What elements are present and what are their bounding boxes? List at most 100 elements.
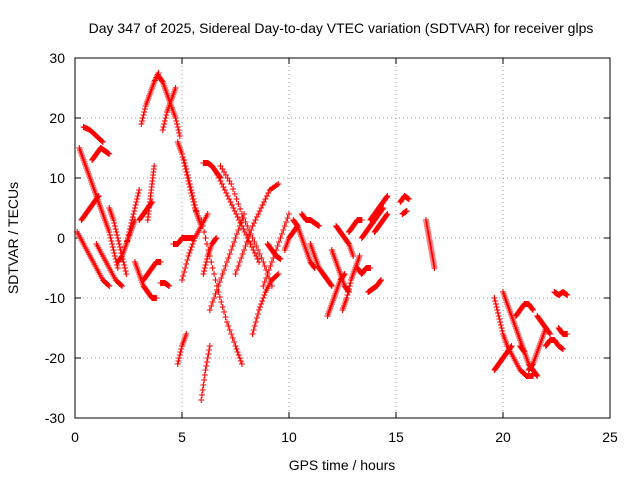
data-point: [99, 139, 106, 145]
data-point: [243, 239, 250, 245]
point-series: [371, 211, 391, 235]
data-point: [254, 311, 261, 317]
data-point: [114, 262, 121, 268]
data-point: [201, 229, 208, 235]
data-point: [520, 348, 527, 354]
data-point: [179, 277, 185, 283]
x-tick-label: 10: [281, 429, 297, 445]
data-point: [126, 226, 133, 232]
data-point: [496, 316, 503, 322]
data-point: [109, 244, 116, 250]
data-point: [122, 268, 129, 274]
point-series: [200, 235, 220, 277]
data-point: [121, 265, 128, 271]
data-point: [491, 295, 498, 301]
point-series: [123, 187, 143, 247]
data-point: [218, 181, 225, 187]
data-point: [138, 121, 145, 127]
data-point: [343, 295, 350, 301]
data-point: [495, 313, 502, 319]
point-series: [542, 337, 566, 352]
data-point: [126, 229, 133, 235]
data-point: [344, 292, 351, 298]
data-point: [119, 283, 126, 289]
point-series: [198, 343, 213, 403]
point-series: [179, 211, 211, 283]
data-point: [278, 231, 285, 237]
data-point: [176, 355, 183, 361]
data-point: [187, 184, 194, 190]
data-point: [127, 223, 134, 229]
data-point: [494, 307, 501, 313]
point-series: [328, 247, 352, 295]
data-point: [255, 211, 262, 217]
data-point: [176, 130, 183, 136]
data-point: [259, 202, 266, 208]
data-point: [216, 279, 223, 285]
data-point: [265, 190, 272, 196]
data-point: [231, 208, 238, 214]
data-point: [378, 277, 385, 283]
data-point: [201, 372, 208, 378]
data-point: [236, 355, 243, 361]
data-point: [216, 175, 223, 181]
data-point: [251, 323, 258, 329]
point-series: [140, 259, 164, 283]
data-point: [106, 229, 113, 235]
data-point: [201, 265, 208, 271]
x-axis-label: GPS time / hours: [289, 457, 396, 473]
data-point: [151, 163, 158, 169]
data-point: [157, 259, 164, 265]
data-point: [240, 215, 247, 221]
data-point: [193, 208, 200, 214]
point-series: [232, 181, 282, 277]
data-point: [345, 240, 352, 246]
data-point: [128, 220, 135, 226]
data-point: [233, 346, 240, 352]
data-point: [328, 282, 335, 288]
data-point: [187, 247, 194, 253]
data-point: [192, 205, 199, 211]
data-point: [202, 235, 209, 241]
point-series: [500, 289, 528, 355]
data-point: [105, 282, 112, 288]
data-point: [129, 217, 136, 223]
data-point: [497, 319, 504, 325]
data-point: [230, 205, 237, 211]
point-series: [525, 325, 549, 373]
data-point: [495, 310, 502, 316]
data-point: [492, 301, 499, 307]
data-point: [203, 363, 210, 369]
data-point: [203, 359, 210, 365]
data-point: [246, 231, 253, 237]
data-point: [345, 286, 352, 292]
data-point: [134, 196, 141, 202]
point-series: [157, 280, 173, 289]
data-point: [206, 307, 213, 313]
data-point: [123, 271, 130, 277]
data-point: [234, 214, 241, 220]
data-point: [135, 190, 142, 196]
data-point: [277, 256, 284, 262]
point-series: [138, 70, 162, 127]
data-point: [383, 212, 390, 218]
data-point: [228, 181, 235, 187]
data-point: [235, 201, 242, 207]
data-point: [209, 299, 216, 305]
data-point: [239, 251, 246, 257]
data-point: [106, 232, 113, 238]
point-series: [345, 217, 365, 235]
point-series: [555, 325, 571, 337]
data-point: [228, 202, 235, 208]
point-series: [298, 211, 322, 229]
data-point: [346, 283, 353, 289]
data-point: [233, 231, 240, 237]
data-point: [216, 294, 223, 300]
point-series: [136, 199, 156, 223]
data-point: [264, 271, 271, 277]
data-point: [123, 241, 130, 247]
data-point: [201, 377, 208, 383]
data-point: [219, 304, 226, 310]
data-point: [223, 319, 230, 325]
data-point: [223, 190, 230, 196]
